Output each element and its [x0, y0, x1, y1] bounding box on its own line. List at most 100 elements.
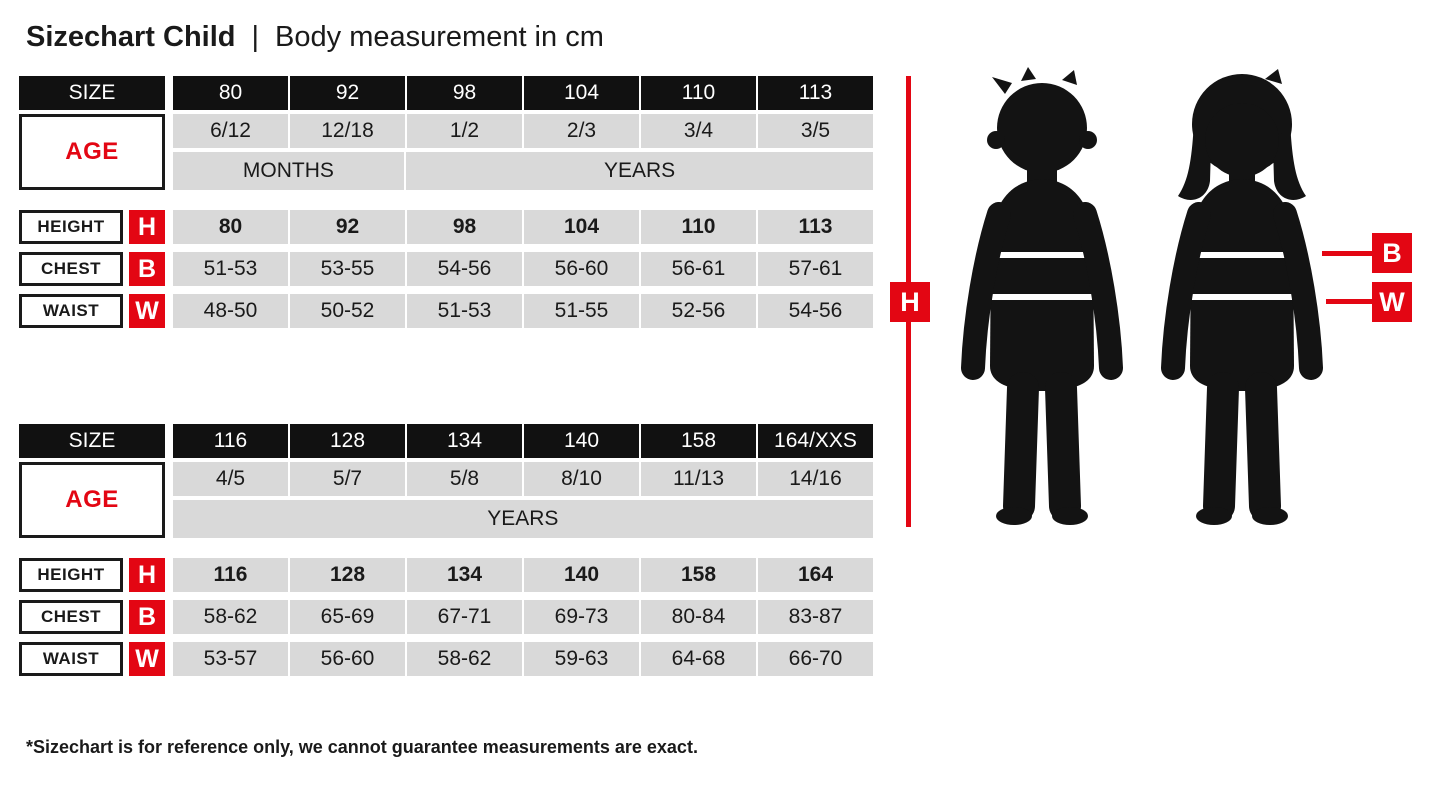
chest-value: 54-56: [407, 252, 522, 286]
chest-value: 67-71: [407, 600, 522, 634]
age-value: 2/3: [524, 114, 639, 148]
size-header-row: SIZE 116 128 134 140 158 164/XXS: [19, 424, 873, 458]
age-row-label: AGE: [19, 114, 165, 190]
height-value: 140: [524, 558, 639, 592]
age-value: 11/13: [641, 462, 756, 496]
height-value: 128: [290, 558, 405, 592]
chest-value: 56-61: [641, 252, 756, 286]
size-value: 92: [290, 76, 405, 110]
waist-value: 51-53: [407, 294, 522, 328]
size-value: 80: [173, 76, 288, 110]
age-value: 12/18: [290, 114, 405, 148]
chest-value: 56-60: [524, 252, 639, 286]
waist-value: 51-55: [524, 294, 639, 328]
age-value: 1/2: [407, 114, 522, 148]
chest-row-label: CHEST: [19, 600, 123, 634]
age-unit-years: YEARS: [406, 152, 873, 190]
height-row-label: HEIGHT: [19, 210, 123, 244]
age-value: 4/5: [173, 462, 288, 496]
waist-row: WAIST W 48-50 50-52 51-53 51-55 52-56 54…: [19, 294, 873, 328]
size-row-label: SIZE: [19, 424, 165, 458]
size-value: 140: [524, 424, 639, 458]
page-title: Sizechart Child | Body measurement in cm: [26, 21, 604, 53]
sizechart-table-large: SIZE 116 128 134 140 158 164/XXS 4/5 5/7…: [19, 424, 873, 676]
waist-value: 48-50: [173, 294, 288, 328]
waist-badge: W: [129, 642, 165, 676]
waist-value: 53-57: [173, 642, 288, 676]
age-values-row: 6/12 12/18 1/2 2/3 3/4 3/5: [19, 114, 873, 148]
age-row-label: AGE: [19, 462, 165, 538]
chest-value: 69-73: [524, 600, 639, 634]
size-value: 98: [407, 76, 522, 110]
chest-value: 53-55: [290, 252, 405, 286]
waist-value: 54-56: [758, 294, 873, 328]
chest-value: 58-62: [173, 600, 288, 634]
chest-value: 80-84: [641, 600, 756, 634]
figure-height-badge: H: [890, 282, 930, 322]
height-badge: H: [129, 558, 165, 592]
height-badge: H: [129, 210, 165, 244]
chest-value: 83-87: [758, 600, 873, 634]
height-value: 110: [641, 210, 756, 244]
waist-value: 56-60: [290, 642, 405, 676]
age-value: 8/10: [524, 462, 639, 496]
size-header-row: SIZE 80 92 98 104 110 113: [19, 76, 873, 110]
age-value: 3/5: [758, 114, 873, 148]
measurement-figure: H B W: [880, 60, 1441, 550]
waist-value: 59-63: [524, 642, 639, 676]
size-value: 164/XXS: [758, 424, 873, 458]
page-subtitle: Body measurement in cm: [275, 21, 604, 53]
figure-chest-badge: B: [1372, 233, 1412, 273]
size-value: 104: [524, 76, 639, 110]
chest-badge: B: [129, 252, 165, 286]
chest-value: 65-69: [290, 600, 405, 634]
waist-value: 50-52: [290, 294, 405, 328]
age-value: 5/7: [290, 462, 405, 496]
height-value: 164: [758, 558, 873, 592]
chest-badge: B: [129, 600, 165, 634]
age-value: 14/16: [758, 462, 873, 496]
waist-value: 66-70: [758, 642, 873, 676]
age-values-row: 4/5 5/7 5/8 8/10 11/13 14/16: [19, 462, 873, 496]
chest-row: CHEST B 58-62 65-69 67-71 69-73 80-84 83…: [19, 600, 873, 634]
chest-row-label: CHEST: [19, 252, 123, 286]
age-units-row: YEARS: [19, 500, 873, 538]
boy-silhouette: [961, 67, 1123, 525]
page-title-main: Sizechart Child: [26, 21, 236, 53]
height-value: 158: [641, 558, 756, 592]
height-value: 116: [173, 558, 288, 592]
sizechart-table-small: SIZE 80 92 98 104 110 113 6/12 12/18 1/2…: [19, 76, 873, 328]
chest-value: 57-61: [758, 252, 873, 286]
girl-silhouette: [1161, 69, 1323, 525]
age-unit-years: YEARS: [172, 500, 873, 538]
height-value: 113: [758, 210, 873, 244]
chest-value: 51-53: [173, 252, 288, 286]
chest-row: CHEST B 51-53 53-55 54-56 56-60 56-61 57…: [19, 252, 873, 286]
age-value: 6/12: [173, 114, 288, 148]
height-row: HEIGHT H 80 92 98 104 110 113: [19, 210, 873, 244]
age-value: 3/4: [641, 114, 756, 148]
waist-badge: W: [129, 294, 165, 328]
height-row-label: HEIGHT: [19, 558, 123, 592]
age-value: 5/8: [407, 462, 522, 496]
waist-row-label: WAIST: [19, 642, 123, 676]
size-value: 110: [641, 76, 756, 110]
title-separator: |: [251, 21, 260, 53]
waist-value: 64-68: [641, 642, 756, 676]
chest-pointer-line: [1322, 251, 1374, 256]
size-value: 134: [407, 424, 522, 458]
height-value: 134: [407, 558, 522, 592]
height-value: 98: [407, 210, 522, 244]
height-value: 92: [290, 210, 405, 244]
size-value: 116: [173, 424, 288, 458]
waist-row: WAIST W 53-57 56-60 58-62 59-63 64-68 66…: [19, 642, 873, 676]
waist-row-label: WAIST: [19, 294, 123, 328]
waist-value: 58-62: [407, 642, 522, 676]
figure-waist-badge: W: [1372, 282, 1412, 322]
size-value: 128: [290, 424, 405, 458]
size-value: 113: [758, 76, 873, 110]
waist-value: 52-56: [641, 294, 756, 328]
height-value: 104: [524, 210, 639, 244]
age-units-row: MONTHS YEARS: [19, 152, 873, 190]
size-value: 158: [641, 424, 756, 458]
